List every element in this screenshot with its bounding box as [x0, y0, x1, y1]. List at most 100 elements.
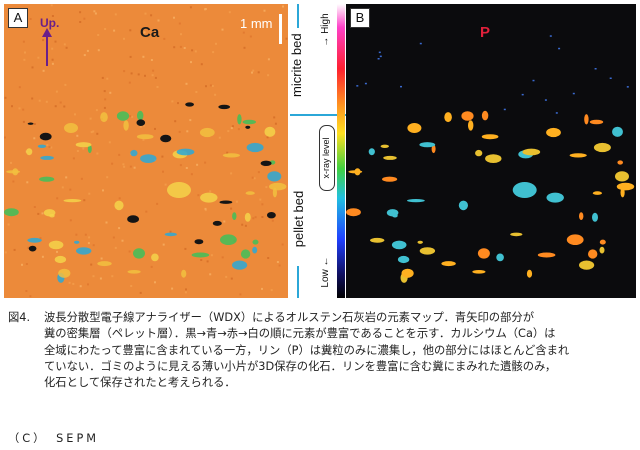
ca-grain: [150, 14, 153, 17]
ca-grain: [244, 224, 247, 227]
ca-grain: [74, 113, 76, 116]
ca-grain: [33, 206, 36, 208]
ca-grain: [179, 45, 182, 48]
ca-grain: [190, 61, 192, 64]
ca-grain: [38, 99, 41, 102]
ca-pore: [136, 119, 146, 126]
ca-grain: [72, 157, 75, 160]
ca-pellet: [123, 120, 129, 131]
ca-grain: [171, 100, 174, 103]
ca-grain: [96, 152, 99, 155]
ca-grain: [48, 146, 51, 148]
caption-line: 化石として保存されたと考えられる．: [44, 376, 236, 390]
ca-grain: [130, 285, 133, 287]
micrite-bed-label: micrite bed: [289, 33, 304, 97]
figure-caption: 図4. 波長分散型電子線アナライザー（WDX）によるオルステン石灰岩の元素マップ…: [8, 310, 632, 391]
caption-line: 糞の密集層（ペレット層）．黒→青→赤→白の順に元素が豊富であることを示す．カルシ…: [44, 327, 556, 341]
ca-grain: [10, 161, 12, 164]
ca-grain: [185, 167, 188, 169]
ca-grain: [97, 49, 100, 52]
ca-grain: [273, 116, 276, 119]
ca-grain: [31, 97, 34, 100]
ca-grain: [261, 216, 264, 218]
ca-grain: [179, 164, 182, 167]
ca-grain: [51, 62, 54, 65]
ca-grain: [261, 287, 263, 290]
ca-grain: [142, 138, 145, 141]
ca-grain: [251, 71, 253, 74]
ca-pellet: [87, 144, 92, 154]
ca-grain: [41, 255, 44, 258]
ca-grain: [274, 122, 277, 125]
ca-element-label: Ca: [140, 24, 160, 41]
ca-grain: [105, 221, 108, 224]
ca-grain: [230, 207, 233, 210]
p-pellet: [616, 182, 635, 191]
panel-a-tag: A: [8, 8, 28, 28]
ca-grain: [173, 46, 176, 49]
ca-grain: [225, 275, 228, 278]
ca-grain: [103, 90, 106, 93]
ca-grain: [129, 55, 132, 58]
ca-grain: [145, 210, 148, 213]
p-speck: [503, 108, 506, 111]
p-pellet: [481, 110, 489, 121]
ca-pellet: [48, 240, 64, 250]
ca-grain: [261, 203, 264, 206]
p-pellet: [546, 127, 561, 138]
ca-grain: [54, 40, 57, 43]
p-pellet: [589, 119, 604, 125]
ca-grain: [87, 242, 90, 245]
ca-pellet: [37, 144, 47, 148]
ca-grain: [239, 293, 242, 296]
ca-grain: [205, 85, 207, 88]
ca-pellet: [116, 111, 130, 121]
ca-map-panel: A Up. Ca 1 mm: [4, 4, 288, 298]
ca-grain: [90, 131, 93, 134]
ca-grain: [79, 21, 82, 23]
ca-pellet: [137, 110, 144, 121]
ca-grain: [129, 29, 132, 32]
caption-line: 波長分散型電子線アナライザー（WDX）によるオルステン石灰岩の元素マップ．青矢印…: [44, 311, 534, 324]
ca-pellet: [127, 270, 141, 274]
p-element-map: [346, 35, 635, 283]
ca-grain: [227, 130, 230, 133]
ca-grain: [267, 257, 270, 259]
p-speck: [377, 58, 380, 60]
ca-grain: [195, 91, 198, 93]
ca-grain: [83, 199, 86, 202]
ca-grain: [241, 223, 244, 226]
ca-pore: [194, 239, 204, 245]
ca-grain: [266, 136, 269, 139]
ca-grain: [51, 58, 54, 61]
ca-pellet: [232, 212, 237, 221]
ca-grain: [42, 69, 45, 72]
ca-pellet: [272, 187, 277, 198]
ca-grain: [228, 11, 231, 14]
ca-grain: [226, 151, 229, 154]
ca-pellet: [4, 208, 19, 217]
ca-grain: [156, 202, 159, 205]
p-speck: [356, 85, 359, 87]
scale-bar-label: 1 mm: [240, 16, 273, 31]
p-pellet: [481, 134, 499, 140]
ca-grain: [152, 69, 155, 72]
p-pellet: [401, 268, 414, 278]
ca-grain: [282, 5, 284, 8]
ca-pore: [27, 122, 34, 125]
ca-grain: [243, 46, 246, 49]
ca-grain: [252, 217, 255, 220]
ca-grain: [206, 260, 209, 263]
ca-grain: [106, 77, 109, 80]
ca-pellet: [130, 149, 138, 157]
ca-grain: [242, 31, 245, 34]
ca-grain: [109, 91, 112, 94]
ca-grain: [221, 28, 224, 31]
p-pellet: [522, 148, 541, 156]
ca-grain: [271, 219, 274, 222]
ca-grain: [267, 74, 270, 77]
ca-grain: [129, 165, 132, 168]
ca-grain: [171, 287, 174, 290]
ca-grain: [63, 105, 66, 108]
ca-pellet: [54, 255, 67, 264]
